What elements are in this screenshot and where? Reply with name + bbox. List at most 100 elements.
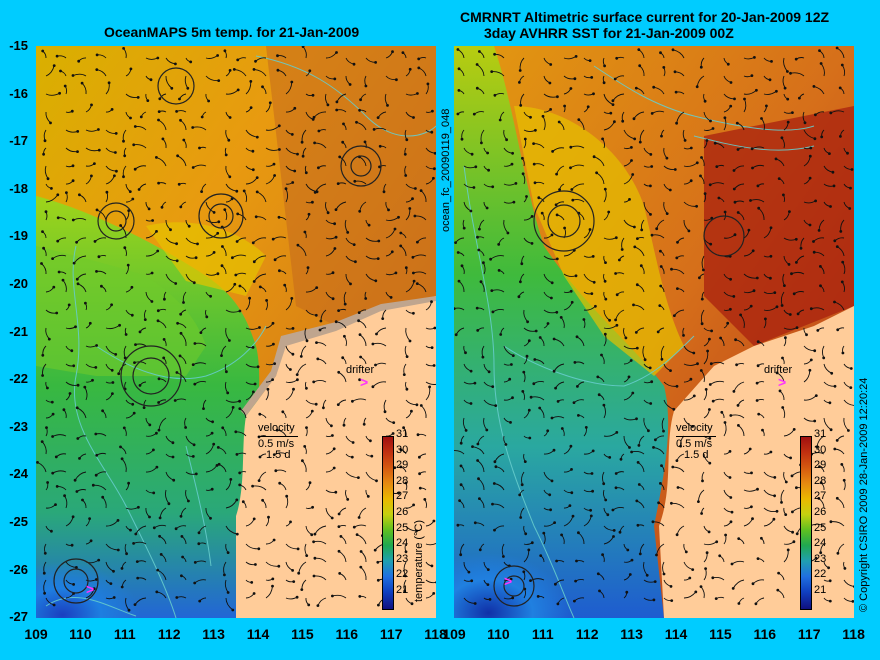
current-arrowhead — [182, 138, 186, 142]
current-arrowhead — [748, 447, 752, 451]
current-arrowhead — [773, 476, 777, 479]
current-arrowhead — [739, 313, 742, 317]
y-tick-label: -19 — [9, 228, 28, 244]
current-arrowhead — [122, 47, 125, 50]
current-arrowhead — [611, 99, 615, 103]
current-arrowhead — [454, 241, 457, 245]
current-arrowhead — [311, 200, 314, 204]
current-arrowhead — [306, 266, 310, 269]
current-arrowhead — [841, 351, 845, 355]
current-arrowhead — [489, 257, 492, 261]
right-colorbar — [800, 436, 812, 610]
current-arrowhead — [175, 259, 179, 263]
current-arrowhead — [819, 284, 822, 288]
current-arrowhead — [563, 226, 566, 230]
current-arrowhead — [311, 93, 315, 97]
current-arrowhead — [189, 60, 193, 64]
current-arrowhead — [132, 542, 135, 545]
current-arrowhead — [348, 83, 352, 86]
current-arrowhead — [555, 172, 558, 176]
current-arrowhead — [717, 196, 721, 200]
current-arrowhead — [343, 302, 347, 306]
current-arrowhead — [289, 368, 292, 371]
current-arrowhead — [828, 401, 832, 405]
current-arrowhead — [411, 197, 414, 201]
current-arrowhead — [833, 239, 837, 243]
current-arrowhead — [673, 168, 677, 171]
current-arrowhead — [252, 68, 256, 71]
current-arrowhead — [314, 402, 318, 406]
current-arrowhead — [650, 112, 654, 115]
current-arrowhead — [238, 284, 242, 288]
current-arrowhead — [487, 370, 491, 374]
current-arrowhead — [50, 529, 53, 533]
current-arrowhead — [341, 356, 345, 360]
current-arrowhead — [550, 479, 554, 483]
current-arrowhead — [313, 141, 316, 145]
current-arrowhead — [525, 195, 528, 198]
current-arrowhead — [77, 59, 81, 63]
current-arrowhead — [522, 570, 526, 574]
y-tick-label: -22 — [9, 371, 28, 387]
current-arrowhead — [591, 255, 595, 258]
current-arrowhead — [474, 165, 478, 169]
current-arrowhead — [216, 272, 220, 276]
current-arrowhead — [842, 478, 846, 482]
current-arrowhead — [129, 528, 132, 532]
current-arrowhead — [470, 152, 474, 156]
current-arrowhead — [333, 222, 336, 226]
current-arrowhead — [274, 469, 278, 473]
current-arrowhead — [68, 392, 72, 395]
current-arrowhead — [454, 333, 458, 337]
current-arrowhead — [202, 407, 205, 410]
current-arrowhead — [700, 322, 704, 326]
current-arrowhead — [403, 589, 407, 593]
current-arrowhead — [210, 431, 214, 435]
current-arrowhead — [815, 445, 819, 449]
current-arrowhead — [375, 479, 378, 483]
current-arrowhead — [223, 208, 227, 212]
current-arrowhead — [133, 167, 137, 171]
current-arrowhead — [391, 432, 395, 435]
current-arrowhead — [700, 156, 703, 159]
current-arrowhead — [157, 377, 161, 381]
current-arrowhead — [724, 533, 727, 537]
current-arrowhead — [266, 387, 270, 391]
current-arrowhead — [457, 279, 461, 283]
current-arrowhead — [224, 153, 228, 157]
current-arrowhead — [848, 207, 852, 210]
current-arrowhead — [737, 424, 740, 427]
current-arrowhead — [276, 54, 279, 58]
current-arrowhead — [839, 135, 842, 138]
current-arrowhead — [588, 59, 592, 62]
current-arrowhead — [143, 318, 147, 321]
current-arrowhead — [849, 367, 853, 370]
current-arrowhead — [179, 312, 183, 316]
current-arrowhead — [510, 363, 513, 366]
current-arrowhead — [124, 333, 128, 336]
current-arrowhead — [192, 443, 196, 447]
current-arrowhead — [673, 314, 676, 317]
current-arrowhead — [71, 74, 75, 77]
current-arrowhead — [170, 86, 174, 90]
current-arrowhead — [700, 512, 703, 515]
current-arrowhead — [520, 262, 524, 266]
current-arrowhead — [128, 190, 132, 194]
current-arrowhead — [729, 104, 733, 108]
current-arrowhead — [281, 410, 285, 414]
current-arrowhead — [167, 502, 171, 506]
current-arrowhead — [469, 209, 473, 213]
current-arrowhead — [625, 590, 629, 594]
current-arrowhead — [372, 128, 376, 131]
current-arrowhead — [760, 536, 763, 540]
current-arrowhead — [551, 150, 554, 153]
current-arrowhead — [635, 283, 639, 287]
current-arrowhead — [591, 449, 595, 453]
current-arrowhead — [819, 551, 823, 555]
current-arrowhead — [635, 499, 639, 503]
current-arrowhead — [609, 111, 613, 115]
current-arrowhead — [254, 59, 257, 63]
current-arrowhead — [459, 441, 463, 445]
current-arrowhead — [808, 368, 812, 372]
current-arrowhead — [809, 307, 813, 311]
